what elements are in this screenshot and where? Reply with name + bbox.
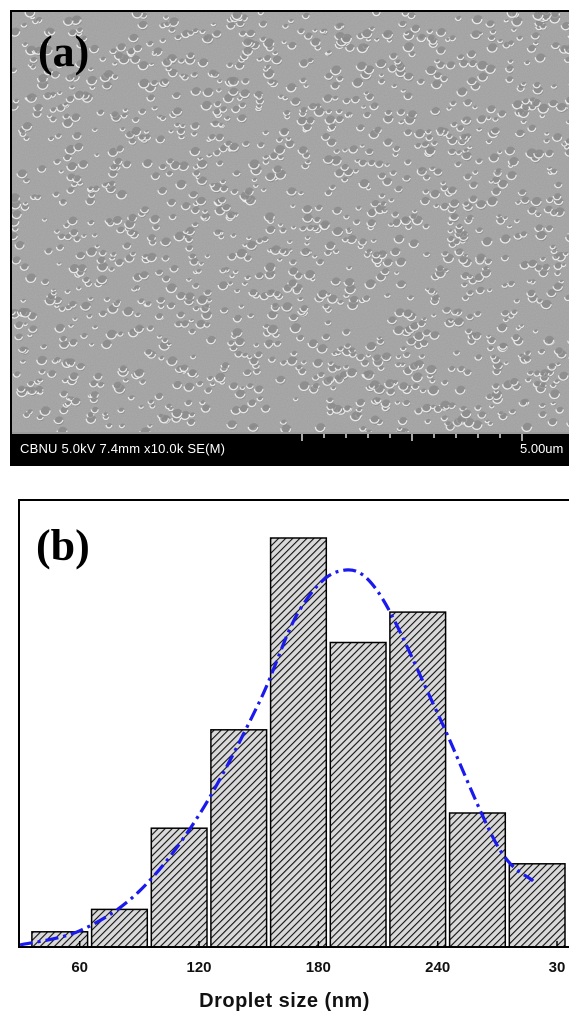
histogram-bar	[389, 611, 447, 948]
histogram-bar	[448, 812, 507, 948]
sem-scale-bar-label: 5.00um	[520, 441, 564, 456]
sem-info-text: CBNU 5.0kV 7.4mm x10.0k SE(M)	[20, 441, 226, 456]
histogram-bar	[150, 827, 208, 948]
x-tick-label: 240	[425, 959, 450, 976]
histogram-bar	[329, 641, 387, 948]
panel-a-label: (a)	[38, 27, 90, 76]
histogram-panel: 60 120 180 240 30 Droplet size (nm)	[0, 498, 569, 1021]
histogram-chart: 60 120 180 240 30	[18, 499, 569, 976]
sem-info-bar: CBNU 5.0kV 7.4mm x10.0k SE(M) 5.00um	[12, 434, 569, 464]
sem-micrograph-panel: CBNU 5.0kV 7.4mm x10.0k SE(M) 5.00um	[10, 10, 569, 466]
x-tick-label: 60	[71, 959, 88, 976]
x-tick-label: 180	[306, 959, 331, 976]
plot-frame	[18, 499, 569, 948]
panel-b-label: (b)	[36, 521, 90, 570]
sem-scale-ruler	[301, 434, 523, 441]
gaussian-fit-curve	[19, 568, 535, 947]
histogram-bar	[90, 908, 149, 948]
sem-micrograph-image	[12, 12, 569, 432]
histogram-bar	[269, 537, 328, 948]
x-tick-label: 30	[549, 959, 566, 976]
x-tick-label: 120	[186, 959, 211, 976]
histogram-bar	[210, 729, 268, 948]
x-axis-title: Droplet size (nm)	[199, 990, 370, 1012]
histogram-bar	[508, 863, 566, 948]
